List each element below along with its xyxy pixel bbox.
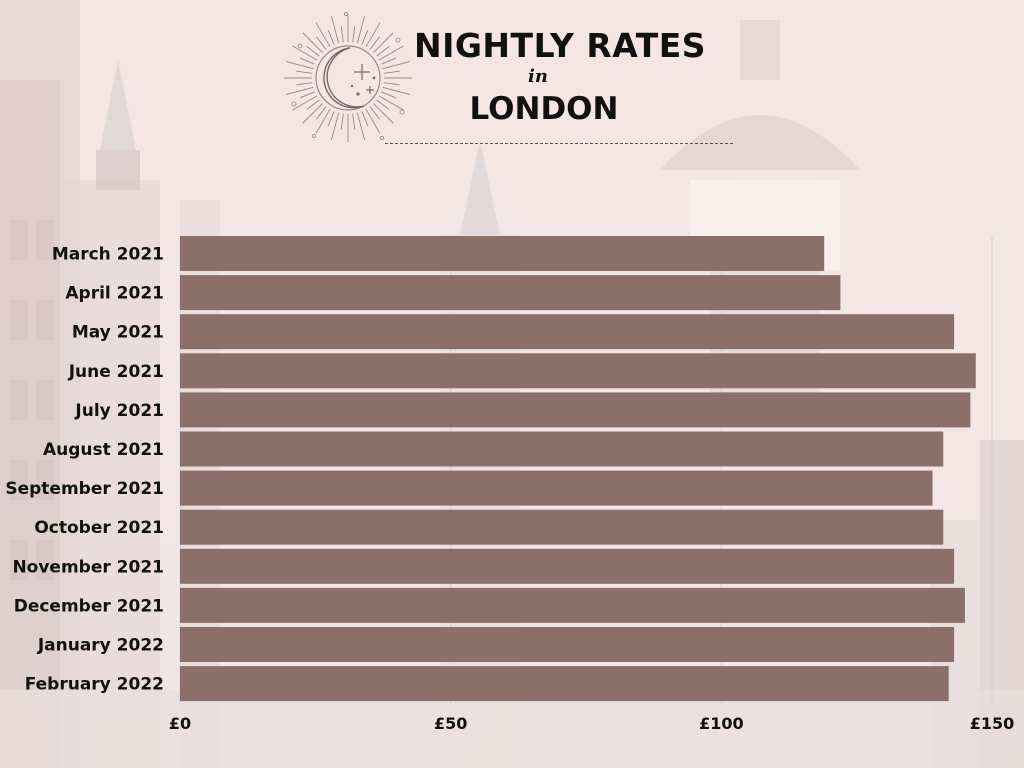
x-tick-label: £150 bbox=[970, 714, 1015, 733]
bar bbox=[180, 431, 944, 467]
bar bbox=[180, 627, 955, 662]
bar bbox=[180, 666, 949, 702]
x-tick-label: £100 bbox=[699, 714, 744, 733]
bar bbox=[180, 314, 955, 350]
category-label: July 2021 bbox=[74, 401, 164, 421]
x-tick-label: £50 bbox=[434, 714, 467, 733]
crescent-moon-sunburst-icon bbox=[284, 12, 412, 142]
title-divider bbox=[385, 143, 733, 144]
title-line-london: LONDON bbox=[469, 91, 619, 127]
category-label: March 2021 bbox=[52, 245, 164, 265]
chart-title: NIGHTLY RATES in LONDON bbox=[400, 24, 720, 132]
category-label: June 2021 bbox=[68, 362, 164, 382]
category-label: January 2022 bbox=[37, 636, 164, 656]
category-label: October 2021 bbox=[34, 518, 164, 538]
category-label: April 2021 bbox=[65, 284, 164, 304]
x-tick-label: £0 bbox=[169, 714, 191, 733]
title-line-in: in bbox=[528, 66, 548, 87]
category-label: December 2021 bbox=[14, 596, 164, 616]
category-label: February 2022 bbox=[25, 675, 164, 695]
bar bbox=[180, 548, 955, 584]
bar bbox=[180, 509, 944, 545]
bar bbox=[180, 275, 841, 311]
category-label: August 2021 bbox=[43, 440, 164, 460]
bar bbox=[180, 392, 971, 428]
bar bbox=[180, 470, 933, 506]
category-label: May 2021 bbox=[72, 323, 164, 343]
category-label: September 2021 bbox=[5, 479, 164, 499]
bar bbox=[180, 353, 976, 389]
bar bbox=[180, 236, 825, 271]
category-label: November 2021 bbox=[12, 557, 164, 577]
bar bbox=[180, 587, 965, 623]
title-line-nightly-rates: NIGHTLY RATES bbox=[413, 26, 707, 65]
